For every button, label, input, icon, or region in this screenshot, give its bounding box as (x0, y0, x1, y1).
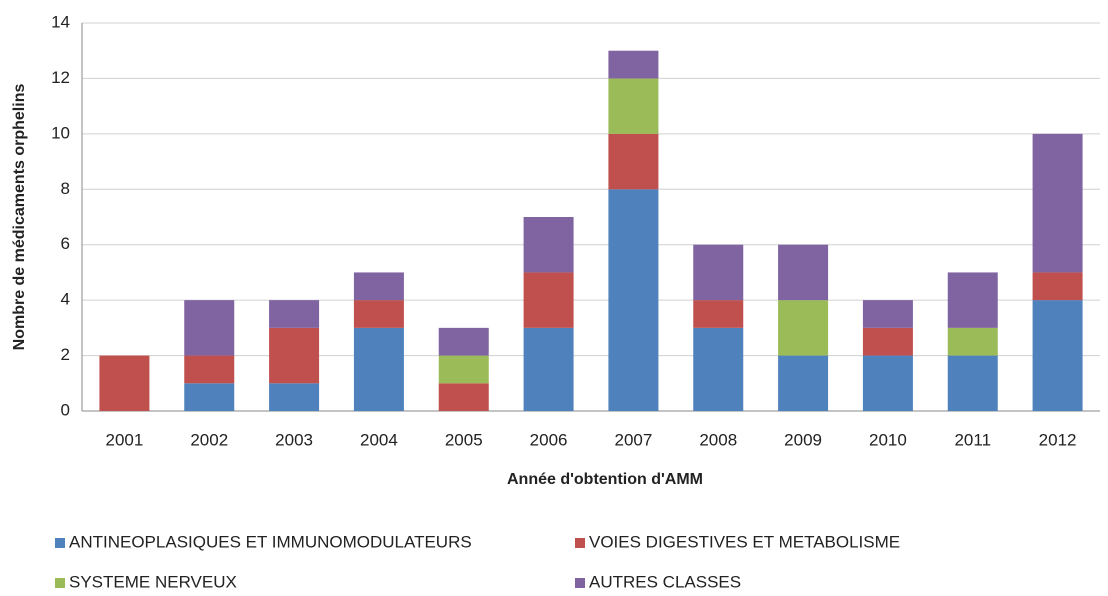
y-tick-label: 2 (61, 345, 70, 364)
y-axis-label: Nombre de médicaments orphelins (11, 84, 28, 351)
bar-segment (353, 300, 404, 328)
x-tick-label: 2012 (1039, 430, 1077, 449)
bar-segment (778, 244, 829, 301)
bar-segment (184, 355, 235, 384)
bar-segment (438, 355, 489, 384)
legend-swatch (575, 538, 585, 548)
bar-segment (693, 244, 744, 301)
x-tick-label: 2005 (445, 430, 483, 449)
bar-segment (523, 327, 574, 411)
bar-segment (438, 383, 489, 411)
legend-swatch (55, 578, 65, 588)
bar-segment (693, 300, 744, 328)
y-tick-label: 6 (61, 234, 70, 253)
y-tick-label: 10 (51, 123, 70, 142)
y-tick-label: 4 (61, 290, 70, 309)
bar-segment (608, 133, 659, 190)
bar-segment (778, 355, 829, 411)
bar-segment (608, 78, 659, 134)
legend-swatch (55, 538, 65, 548)
bar-segment (947, 355, 998, 411)
bar-segment (269, 300, 320, 328)
bar-segment (269, 327, 320, 384)
bar-segment (608, 50, 659, 79)
x-axis-label: Année d'obtention d'AMM (507, 471, 703, 488)
x-tick-label: 2007 (615, 430, 653, 449)
x-tick-label: 2010 (869, 430, 907, 449)
bar-segment (1032, 133, 1083, 273)
y-tick-label: 0 (61, 400, 70, 419)
bar-segment (862, 355, 913, 411)
bar-segment (1032, 272, 1083, 301)
legend-swatch (575, 578, 585, 588)
legend-label: AUTRES CLASSES (589, 572, 741, 591)
y-tick-label: 12 (51, 68, 70, 87)
bar-segment (523, 272, 574, 328)
bar-segment (184, 383, 235, 411)
bar-segment (693, 327, 744, 411)
bar-segment (947, 327, 998, 356)
x-tick-label: 2003 (275, 430, 313, 449)
bar-segment (438, 327, 489, 356)
bar-segment (778, 300, 829, 356)
bar-segment (608, 189, 659, 411)
bar-segment (353, 327, 404, 411)
bar-segment (947, 272, 998, 328)
bar-segment (184, 300, 235, 356)
bar-segment (1032, 300, 1083, 411)
bar-segment (862, 300, 913, 328)
y-tick-label: 14 (51, 12, 70, 31)
x-tick-label: 2006 (530, 430, 568, 449)
legend-label: SYSTEME NERVEUX (69, 572, 237, 591)
x-tick-label: 2002 (190, 430, 228, 449)
x-tick-label: 2001 (106, 430, 144, 449)
legend-label: ANTINEOPLASIQUES ET IMMUNOMODULATEURS (69, 532, 472, 551)
bar-segment (523, 217, 574, 273)
y-tick-label: 8 (61, 179, 70, 198)
x-tick-label: 2008 (699, 430, 737, 449)
x-tick-label: 2009 (784, 430, 822, 449)
bar-segment (353, 272, 404, 301)
x-tick-label: 2004 (360, 430, 398, 449)
bar-segment (99, 355, 150, 411)
legend-label: VOIES DIGESTIVES ET METABOLISME (589, 532, 900, 551)
bar-segment (269, 383, 320, 411)
x-tick-label: 2011 (954, 430, 991, 449)
bar-segment (862, 327, 913, 356)
